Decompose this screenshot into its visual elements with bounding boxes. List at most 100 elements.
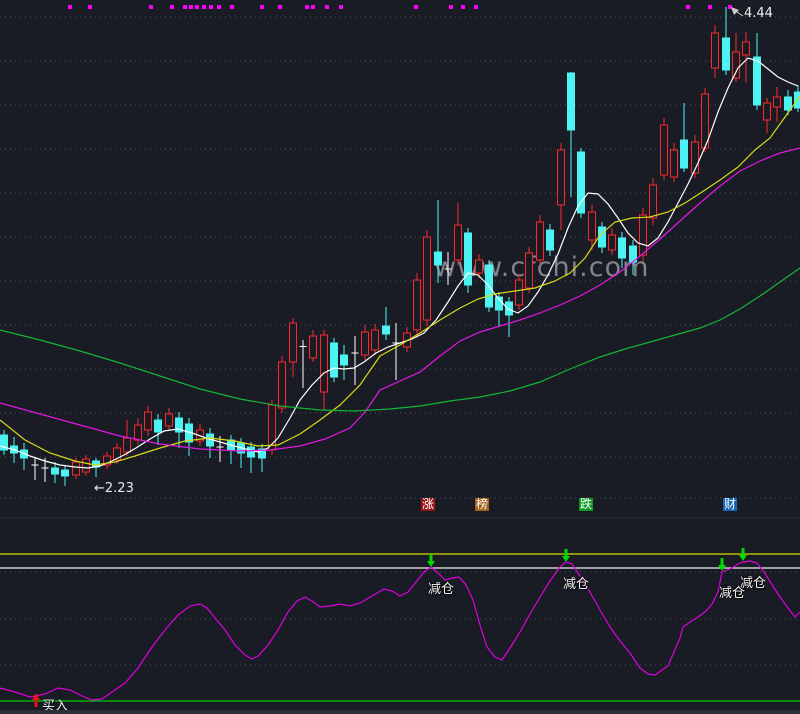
top-marker-dot bbox=[414, 5, 418, 9]
ma-short-white bbox=[0, 57, 799, 469]
candle-body bbox=[165, 413, 173, 427]
top-marker-dot bbox=[202, 5, 206, 9]
candle-body bbox=[711, 32, 719, 69]
nav-link-finance[interactable]: 财 bbox=[723, 497, 738, 511]
top-marker-dot bbox=[325, 5, 329, 9]
candle-body bbox=[577, 151, 585, 214]
candle-body bbox=[618, 237, 626, 259]
candle-body bbox=[598, 226, 606, 248]
top-marker-dot bbox=[230, 5, 234, 9]
top-marker-dot bbox=[183, 5, 187, 9]
candle-body bbox=[320, 334, 328, 393]
candle-body bbox=[732, 51, 740, 79]
candle-body bbox=[588, 211, 596, 241]
candle-body bbox=[309, 335, 317, 359]
candle-body bbox=[154, 419, 162, 433]
candle-body bbox=[608, 234, 616, 251]
candle-body bbox=[82, 458, 90, 473]
candle-body bbox=[123, 437, 131, 453]
top-marker-dot bbox=[88, 5, 92, 9]
candle-body bbox=[464, 232, 472, 286]
candle-body bbox=[660, 124, 668, 176]
sub-indicator-line bbox=[0, 560, 800, 701]
candle-body bbox=[773, 96, 781, 108]
candle-body bbox=[475, 259, 483, 274]
nav-link-rise[interactable]: 涨 bbox=[421, 497, 436, 511]
candle-body bbox=[371, 329, 379, 351]
candle-body bbox=[680, 139, 688, 169]
candle-body bbox=[340, 354, 348, 366]
candle-body bbox=[113, 447, 121, 461]
candle-body bbox=[691, 141, 699, 174]
sell-arrow-stem bbox=[741, 548, 745, 556]
candle-body bbox=[722, 37, 730, 71]
candle-body bbox=[763, 102, 771, 121]
top-marker-dot bbox=[217, 5, 221, 9]
top-marker-dot bbox=[189, 5, 193, 9]
candle-body bbox=[0, 434, 8, 451]
candle-body bbox=[289, 322, 297, 363]
candle-body bbox=[103, 455, 111, 466]
candle-body bbox=[567, 72, 575, 131]
candle-body bbox=[515, 279, 523, 306]
nav-link-fall[interactable]: 跌 bbox=[579, 497, 594, 511]
sell-arrow-stem bbox=[429, 554, 433, 562]
candle-body bbox=[525, 252, 533, 289]
top-marker-dot bbox=[68, 5, 72, 9]
top-marker-dot bbox=[305, 5, 309, 9]
candle-body bbox=[557, 149, 565, 206]
top-marker-dot bbox=[311, 5, 315, 9]
top-marker-dot bbox=[728, 5, 732, 9]
buy-arrow-head bbox=[32, 693, 40, 700]
candle-body bbox=[382, 325, 390, 335]
top-marker-dot bbox=[209, 5, 213, 9]
sell-arrow-head bbox=[718, 565, 726, 571]
top-marker-dot bbox=[461, 5, 465, 9]
candle-body bbox=[51, 467, 59, 475]
top-marker-dot bbox=[195, 5, 199, 9]
candle-body bbox=[639, 214, 647, 256]
candle-body bbox=[505, 301, 513, 316]
candle-body bbox=[649, 184, 657, 219]
top-marker-dot bbox=[708, 5, 712, 9]
ma-long-magenta bbox=[0, 147, 800, 452]
top-marker-dot bbox=[474, 5, 478, 9]
candle-body bbox=[784, 96, 792, 111]
candle-body bbox=[742, 41, 750, 56]
sell-arrow-head bbox=[739, 555, 747, 561]
candle-body bbox=[423, 236, 431, 321]
top-marker-dot bbox=[339, 5, 343, 9]
top-marker-dot bbox=[260, 5, 264, 9]
candle-body bbox=[175, 417, 183, 433]
nav-link-ranking[interactable]: 榜 bbox=[475, 497, 490, 511]
sell-arrow-stem bbox=[720, 558, 724, 566]
sell-arrow-head bbox=[427, 561, 435, 567]
candle-body bbox=[247, 446, 255, 458]
ma-mid-yellow bbox=[0, 95, 800, 466]
top-marker-dot bbox=[686, 5, 690, 9]
top-marker-dot bbox=[449, 5, 453, 9]
candle-body bbox=[72, 461, 80, 476]
candle-body bbox=[413, 279, 421, 331]
ma-longest-green bbox=[0, 267, 800, 412]
candle-body bbox=[434, 251, 442, 266]
candle-body bbox=[753, 56, 761, 106]
top-marker-dot bbox=[149, 5, 153, 9]
buy-arrow-stem bbox=[34, 700, 38, 707]
candle-body bbox=[134, 424, 142, 441]
candle-body bbox=[670, 149, 678, 178]
top-marker-dot bbox=[170, 5, 174, 9]
candle-body bbox=[454, 224, 462, 261]
candle-body bbox=[144, 411, 152, 431]
candle-body bbox=[546, 229, 554, 251]
high-arrow-head bbox=[731, 7, 739, 15]
top-marker-dot bbox=[278, 5, 282, 9]
candle-body bbox=[361, 331, 369, 356]
sell-arrow-stem bbox=[564, 549, 568, 557]
candle-body bbox=[258, 448, 266, 459]
candle-body bbox=[536, 221, 544, 261]
candle-body bbox=[278, 361, 286, 409]
candle-body bbox=[330, 342, 338, 378]
